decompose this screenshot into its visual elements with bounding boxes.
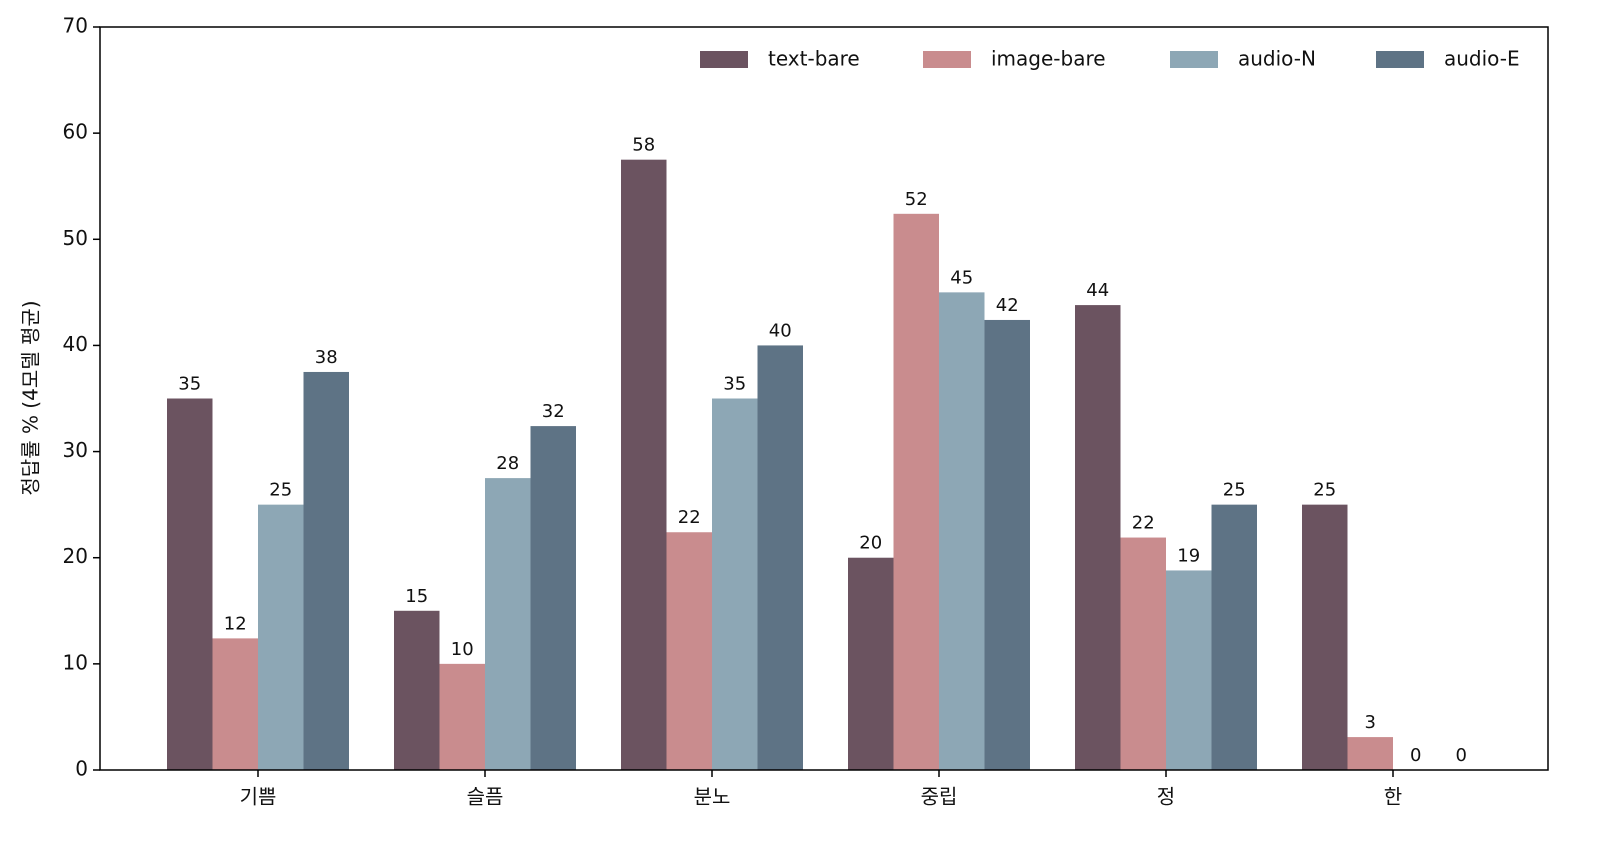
value-label: 25 bbox=[1313, 480, 1336, 501]
y-axis-label: 정답률 % (4모델 평균) bbox=[19, 300, 43, 495]
value-label: 35 bbox=[723, 374, 746, 395]
value-label: 10 bbox=[451, 639, 474, 660]
x-tick-label: 슬픔 bbox=[467, 785, 504, 809]
legend-swatch bbox=[1170, 51, 1218, 68]
value-label: 3 bbox=[1365, 712, 1376, 733]
x-tick-label: 한 bbox=[1384, 785, 1402, 809]
bar bbox=[712, 398, 758, 770]
value-label: 25 bbox=[269, 480, 292, 501]
bar bbox=[893, 213, 939, 771]
legend-label: text-bare bbox=[768, 47, 860, 71]
y-tick-label: 50 bbox=[63, 226, 88, 250]
value-label: 12 bbox=[224, 613, 247, 634]
legend-label: image-bare bbox=[991, 47, 1106, 71]
value-label: 58 bbox=[632, 135, 655, 156]
value-label: 22 bbox=[678, 507, 701, 528]
value-label: 45 bbox=[950, 267, 973, 288]
y-tick-label: 20 bbox=[63, 544, 88, 568]
bar bbox=[212, 638, 258, 770]
value-label: 22 bbox=[1132, 513, 1155, 534]
value-label: 15 bbox=[405, 586, 428, 607]
plot-frame bbox=[99, 26, 1549, 771]
y-tick-label: 0 bbox=[75, 757, 88, 781]
legend-label: audio-E bbox=[1444, 47, 1520, 71]
bar bbox=[258, 504, 304, 770]
bar bbox=[939, 292, 985, 770]
y-tick-label: 70 bbox=[63, 14, 88, 38]
bar bbox=[984, 319, 1030, 770]
bar bbox=[1075, 305, 1121, 770]
bar bbox=[485, 478, 531, 770]
y-tick-label: 60 bbox=[63, 120, 88, 144]
legend-swatch bbox=[923, 51, 971, 68]
y-tick-label: 30 bbox=[63, 438, 88, 462]
bar bbox=[394, 610, 440, 770]
value-label: 0 bbox=[1410, 745, 1421, 766]
value-label: 19 bbox=[1177, 545, 1200, 566]
value-label: 44 bbox=[1086, 280, 1109, 301]
bar bbox=[757, 345, 803, 770]
legend-label: audio-N bbox=[1238, 47, 1316, 71]
x-tick-label: 중립 bbox=[921, 785, 958, 809]
bar bbox=[848, 557, 894, 770]
bar bbox=[1211, 504, 1257, 770]
bar bbox=[1347, 737, 1393, 770]
y-tick-label: 40 bbox=[63, 332, 88, 356]
value-label: 38 bbox=[315, 347, 338, 368]
value-label: 42 bbox=[996, 295, 1019, 316]
legend-swatch bbox=[1376, 51, 1424, 68]
bar bbox=[530, 426, 576, 770]
value-label: 32 bbox=[542, 401, 565, 422]
bar bbox=[1166, 570, 1212, 770]
bar bbox=[666, 532, 712, 770]
legend-swatch bbox=[700, 51, 748, 68]
value-label: 20 bbox=[859, 533, 882, 554]
bar bbox=[167, 398, 213, 770]
bar bbox=[303, 371, 349, 770]
bar bbox=[1120, 537, 1166, 770]
value-label: 28 bbox=[496, 453, 519, 474]
value-label: 25 bbox=[1223, 480, 1246, 501]
value-label: 40 bbox=[769, 320, 792, 341]
value-label: 52 bbox=[905, 189, 928, 210]
value-label: 35 bbox=[178, 374, 201, 395]
x-tick-label: 분노 bbox=[694, 785, 731, 809]
x-tick-label: 기쁨 bbox=[240, 785, 277, 809]
bar bbox=[1302, 504, 1348, 770]
y-tick-label: 10 bbox=[63, 650, 88, 674]
value-label: 0 bbox=[1456, 745, 1467, 766]
bar bbox=[439, 663, 485, 770]
x-tick-label: 정 bbox=[1157, 785, 1175, 809]
bar bbox=[621, 159, 667, 770]
